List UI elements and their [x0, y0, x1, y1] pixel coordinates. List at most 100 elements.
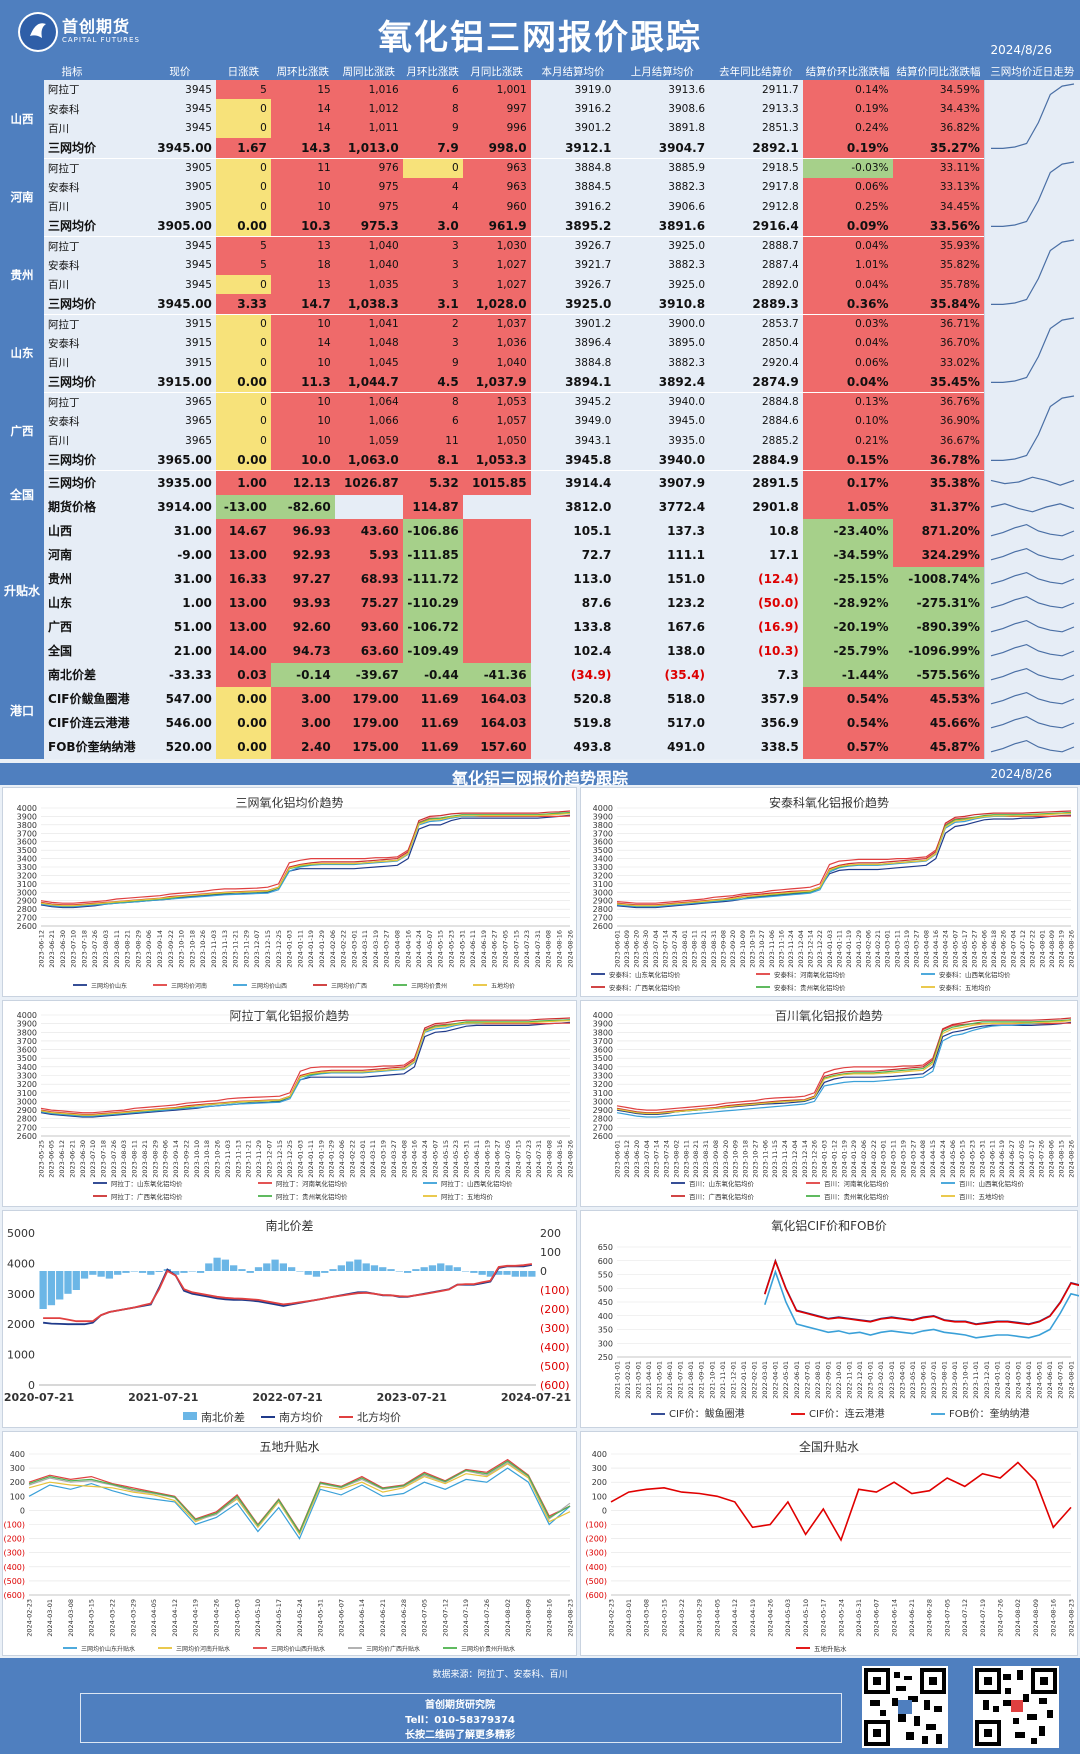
- table-cell: 0.36%: [802, 294, 893, 315]
- table-cell: 1,066: [334, 411, 403, 431]
- table-cell: 0: [215, 352, 271, 373]
- series-line: [616, 1020, 1072, 1115]
- table-cell: 3895.2: [530, 216, 616, 237]
- sparkline-path: [990, 715, 1075, 728]
- table-cell: 517.0: [615, 710, 710, 735]
- x-tick-label: 2024-04-08: [394, 930, 402, 968]
- row-label: 三网均价: [44, 450, 144, 471]
- table-cell: 1,059: [334, 430, 403, 451]
- table-cell: 2885.2: [709, 430, 803, 451]
- series-line: [616, 814, 1072, 909]
- table-cell: 2884.8: [709, 392, 803, 412]
- spread-bar: [304, 1271, 312, 1275]
- y-tick-label: 2600: [17, 1132, 37, 1141]
- x-tick-label: 2024-06-07: [873, 1599, 881, 1637]
- row-label: 三网均价: [44, 470, 144, 495]
- x-tick-label: 2024-06-27: [1008, 1140, 1016, 1178]
- chart-panel-baichuan: 百川氧化铝报价趋势 4000 3900 3800 3700 3600 3500 3400 33…: [580, 1000, 1078, 1207]
- table-cell: 0: [215, 99, 271, 119]
- spread-bar: [114, 1271, 122, 1275]
- spread-bar: [370, 1265, 379, 1271]
- x-tick-label: 2024-07-19: [979, 1599, 987, 1637]
- table-cell: 0.14%: [802, 80, 893, 100]
- column-header: 月同比涨跌: [462, 62, 531, 80]
- table-cell: -1.44%: [802, 662, 893, 687]
- table-cell: 0.03: [215, 662, 271, 687]
- table-cell: 2920.4: [709, 352, 803, 373]
- trend-sparkline: [983, 686, 1080, 711]
- x-tick-label: 2024-07-12: [961, 1599, 969, 1637]
- table-cell: 1015.85: [462, 470, 531, 495]
- table-cell: 10: [270, 411, 335, 431]
- spread-bar: [97, 1271, 105, 1277]
- table-cell: 0.19%: [802, 99, 893, 119]
- x-tick-label: 2023-12-01: [983, 1361, 991, 1399]
- trend-sparkline: [983, 392, 1080, 470]
- x-tick-label: 2021-11-01: [719, 1361, 727, 1399]
- chart-antaike: 4000390038003700360035003400330032003100…: [591, 804, 1075, 992]
- series-line: [40, 1022, 570, 1114]
- x-tick-label: 2024-06-11: [988, 1140, 996, 1178]
- x-tick-label: 2024-05-07: [426, 930, 434, 968]
- y-tick-label: 2000: [7, 1318, 35, 1331]
- x-tick-label: 2024-06-27: [491, 930, 499, 968]
- table-cell: 3882.3: [615, 177, 710, 197]
- x-tick-label: 2024-05-03: [233, 1599, 241, 1637]
- sparkline-path: [990, 317, 1075, 384]
- trend-sparkline: [983, 542, 1080, 567]
- x-tick-label: 2024-06-11: [469, 930, 477, 968]
- spread-bar: [288, 1267, 296, 1271]
- row-label: 三网均价: [44, 216, 144, 237]
- table-cell: -106.86: [402, 518, 463, 543]
- row-label: 阿拉丁: [44, 392, 144, 412]
- x-tick-label: 2024-03-01: [46, 1599, 54, 1637]
- column-header: 上月结算均价: [615, 62, 710, 80]
- x-tick-label: 2023-08-31: [710, 930, 718, 968]
- table-cell: 11.69: [402, 710, 463, 735]
- legend-label: 百川：广西氧化铝均价: [689, 1192, 755, 1201]
- x-tick-label: 2023-11-06: [761, 1140, 769, 1178]
- table-cell: 8: [402, 392, 463, 412]
- page-title: 氧化铝三网报价跟踪: [378, 18, 702, 58]
- table-cell: 975: [334, 196, 403, 217]
- table-cell: 0.00: [215, 216, 271, 237]
- x-tick-label: 2023-06-30: [79, 1140, 87, 1178]
- x-tick-label: 2023-10-18: [203, 1140, 211, 1178]
- table-cell: 1,001: [462, 80, 531, 100]
- table-cell: 33.56%: [892, 216, 985, 237]
- table-cell: 36.67%: [892, 430, 985, 451]
- x-tick-label: 2023-11-03: [224, 1140, 232, 1178]
- x-tick-label: 2023-06-30: [642, 930, 650, 968]
- x-tick-label: 2023-07-24: [671, 930, 679, 968]
- x-tick-label: 2023-07-04: [652, 930, 660, 968]
- y-tick-label: 350: [598, 1326, 613, 1335]
- qr-code-icon[interactable]: [973, 1666, 1059, 1748]
- table-cell: 36.70%: [892, 333, 985, 353]
- y-tick-label: 3100: [17, 880, 37, 889]
- table-cell: 13: [270, 274, 335, 295]
- qr-code-icon[interactable]: [862, 1666, 948, 1748]
- table-cell: 11.3: [270, 372, 335, 393]
- table-cell: 2: [402, 314, 463, 334]
- table-cell: 1,027: [462, 274, 531, 295]
- x-tick-label: 2023-11-01: [972, 1361, 980, 1399]
- x-tick-label: 2024-03-11: [890, 1140, 898, 1178]
- x-tick-label: 2024-04-26: [767, 1599, 775, 1637]
- spread-bar: [511, 1271, 519, 1277]
- institute-name: 首创期货研究院: [425, 1700, 495, 1711]
- table-cell: 2901.8: [709, 494, 803, 519]
- trend-sparkline: [983, 80, 1080, 158]
- table-cell: 36.76%: [892, 392, 985, 412]
- x-tick-label: 2024-07-23: [525, 1140, 533, 1178]
- contact-box: [80, 1693, 842, 1743]
- spread-bar: [64, 1271, 72, 1294]
- x-tick-label: 2023-06-20: [633, 1140, 641, 1178]
- table-cell: 0.00: [215, 686, 271, 711]
- table-cell: 1.05%: [802, 494, 893, 519]
- x-tick-label: 2023-09-22: [167, 930, 175, 968]
- sparkline-path: [990, 83, 1075, 150]
- table-cell: 1,057: [462, 411, 531, 431]
- y-tick-label: 2600: [593, 922, 613, 931]
- table-cell: 96.93: [270, 518, 335, 543]
- table-cell: 2.40: [270, 734, 335, 759]
